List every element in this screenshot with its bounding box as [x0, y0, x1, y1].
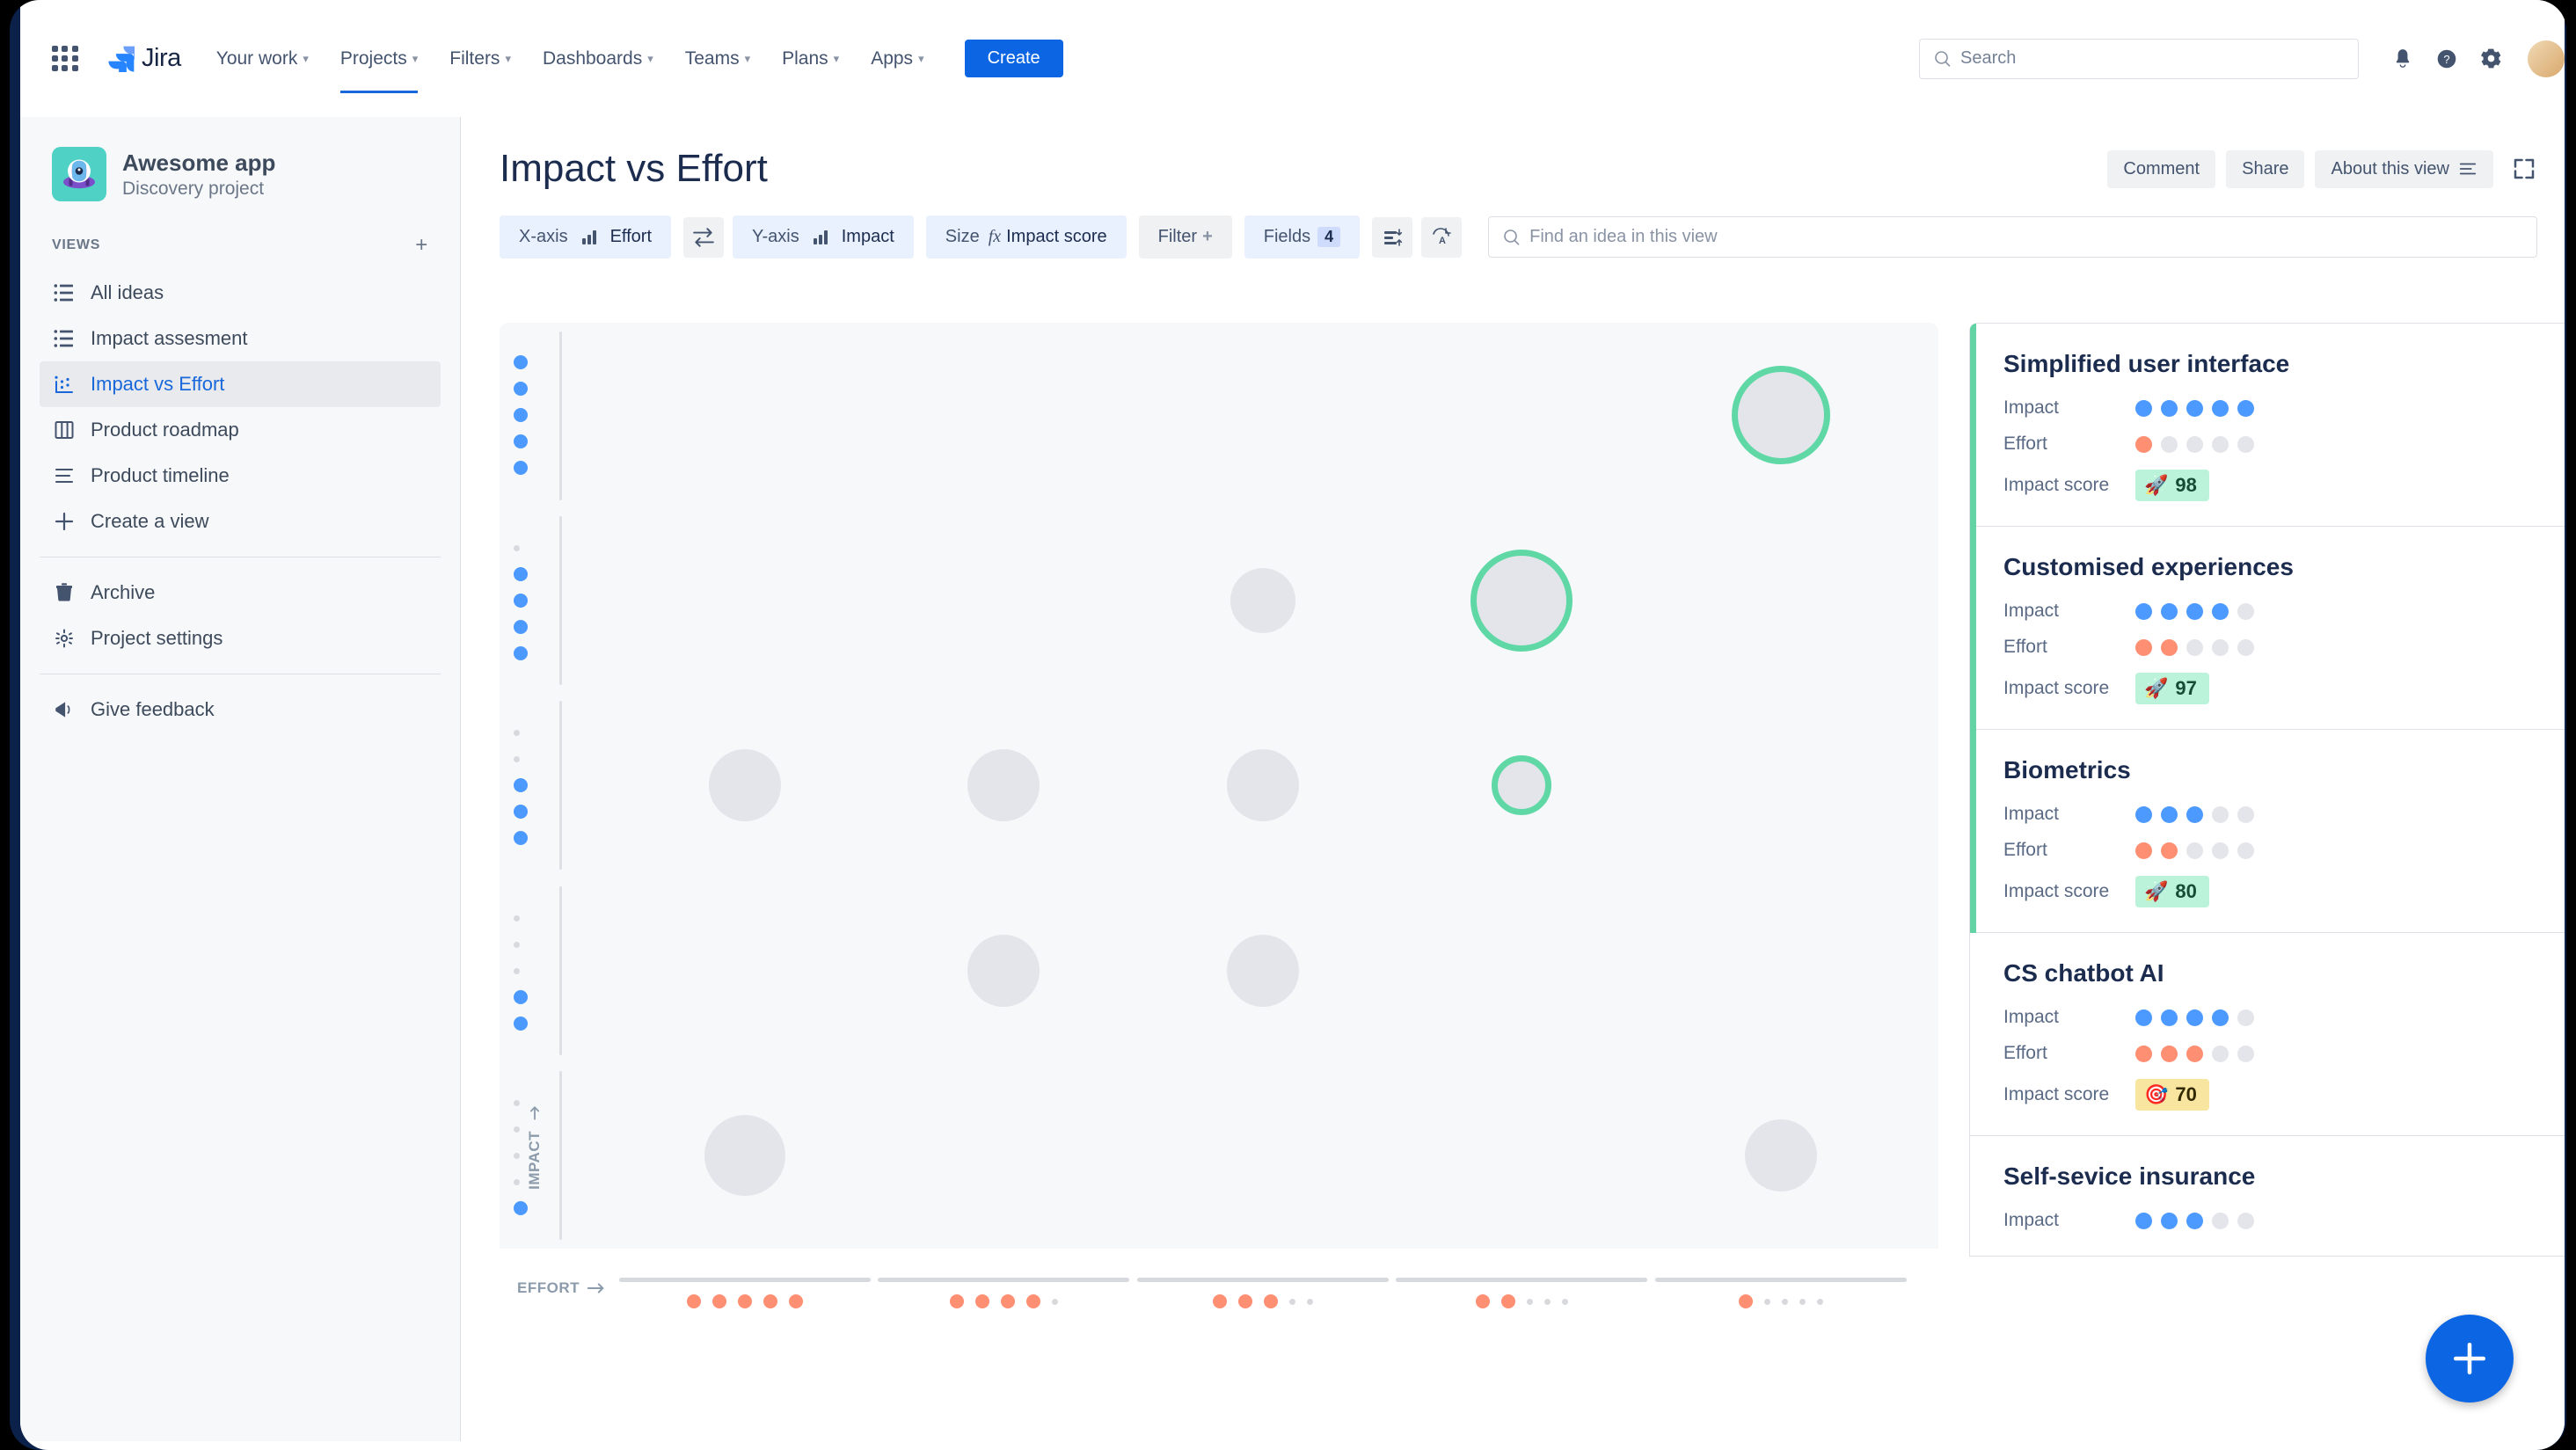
svg-text:A: A — [1439, 236, 1446, 246]
svg-text:?: ? — [2443, 52, 2449, 65]
